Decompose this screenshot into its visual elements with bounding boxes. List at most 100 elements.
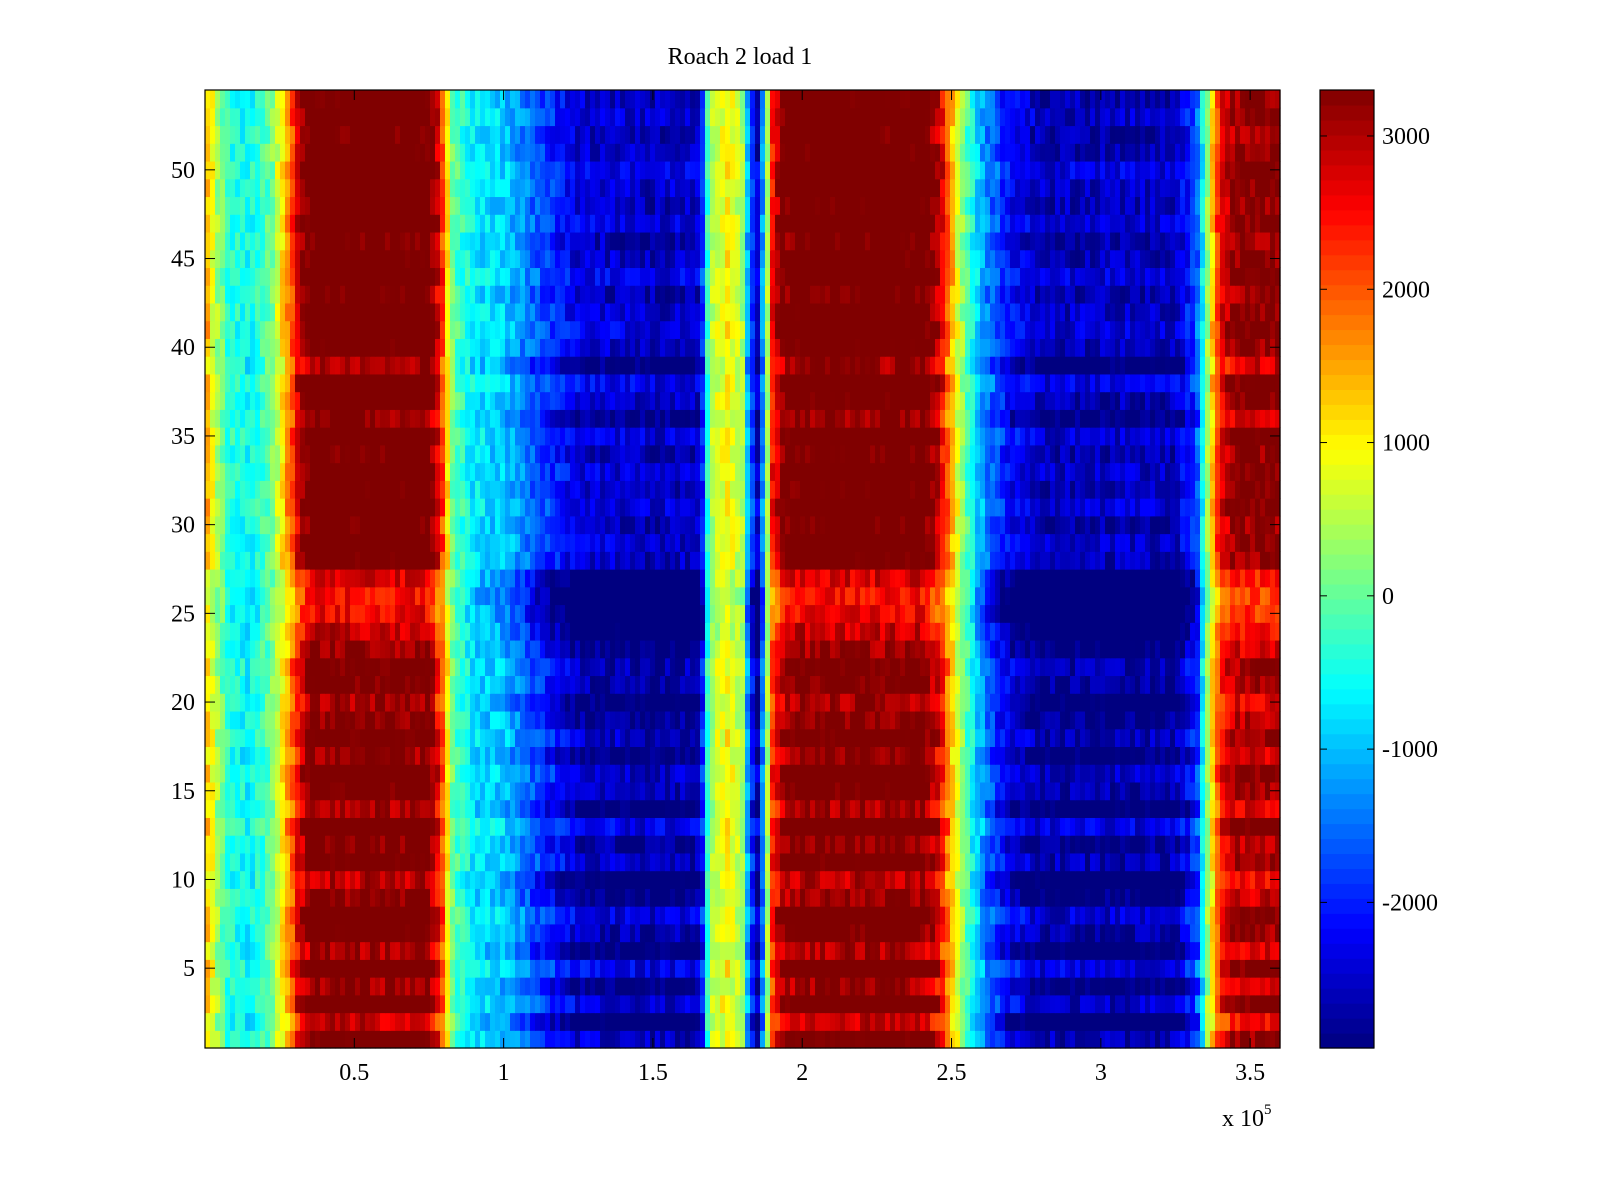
- heatmap-cell: [270, 923, 276, 943]
- heatmap-cell: [405, 835, 411, 854]
- heatmap-cell: [1020, 1012, 1026, 1031]
- heatmap-cell: [680, 835, 686, 854]
- heatmap-cell: [435, 817, 441, 836]
- heatmap-cell: [1000, 799, 1006, 818]
- heatmap-cell: [555, 764, 561, 783]
- heatmap-cell: [905, 1012, 911, 1031]
- heatmap-cell: [290, 923, 296, 943]
- heatmap-cell: [620, 781, 626, 801]
- heatmap-cell: [255, 710, 261, 730]
- heatmap-cell: [465, 906, 471, 925]
- heatmap-cell: [730, 923, 736, 943]
- heatmap-cell: [1260, 710, 1266, 730]
- heatmap-cell: [1095, 888, 1101, 907]
- heatmap-cell: [750, 977, 756, 996]
- heatmap-cell: [1090, 639, 1096, 659]
- heatmap-cell: [1235, 906, 1241, 925]
- heatmap-cell: [580, 639, 586, 659]
- heatmap-cell: [1175, 799, 1181, 818]
- heatmap-cell: [485, 977, 491, 996]
- heatmap-cell: [1085, 1012, 1091, 1031]
- heatmap-cell: [730, 888, 736, 907]
- heatmap-cell: [255, 906, 261, 925]
- heatmap-cell: [1110, 1012, 1116, 1031]
- heatmap-cell: [955, 870, 961, 889]
- heatmap-cell: [530, 657, 536, 677]
- heatmap-cell: [565, 870, 571, 889]
- heatmap-cell: [845, 977, 851, 996]
- heatmap-cell: [355, 941, 361, 960]
- heatmap-cell: [1230, 941, 1236, 960]
- heatmap-cell: [355, 1030, 361, 1049]
- heatmap-cell: [205, 1012, 211, 1031]
- heatmap-cell: [440, 977, 446, 996]
- heatmap-cell: [1090, 1012, 1096, 1031]
- heatmap-cell: [745, 941, 751, 960]
- heatmap-cell: [660, 799, 666, 818]
- heatmap-cell: [835, 746, 841, 765]
- heatmap-cell: [1135, 977, 1141, 996]
- heatmap-cell: [1135, 941, 1141, 960]
- heatmap-cell: [325, 622, 331, 641]
- heatmap-cell: [230, 888, 236, 907]
- heatmap-cell: [265, 710, 271, 730]
- heatmap-cell: [1150, 799, 1156, 818]
- heatmap-cell: [640, 764, 646, 783]
- heatmap-cell: [1245, 728, 1251, 748]
- heatmap-cell: [925, 746, 931, 765]
- heatmap-cell: [270, 799, 276, 818]
- heatmap-cell: [260, 1012, 266, 1031]
- heatmap-cell: [295, 622, 301, 641]
- heatmap-cell: [445, 764, 451, 783]
- heatmap-cell: [260, 657, 266, 677]
- heatmap-cell: [1100, 639, 1106, 659]
- heatmap-cell: [350, 959, 356, 978]
- heatmap-cell: [1095, 799, 1101, 818]
- heatmap-cell: [790, 1030, 796, 1049]
- heatmap-cell: [255, 693, 261, 712]
- heatmap-cell: [280, 870, 286, 889]
- heatmap-cell: [695, 852, 701, 872]
- heatmap-cell: [300, 1012, 306, 1031]
- heatmap-cell: [560, 781, 566, 801]
- heatmap-cell: [675, 1012, 681, 1031]
- heatmap-cell: [835, 799, 841, 818]
- heatmap-cell: [340, 941, 346, 960]
- heatmap-cell: [510, 693, 516, 712]
- heatmap-cell: [350, 728, 356, 748]
- heatmap-cell: [535, 923, 541, 943]
- heatmap-cell: [710, 639, 716, 659]
- heatmap-cell: [645, 799, 651, 818]
- heatmap-cell: [395, 888, 401, 907]
- heatmap-cell: [725, 728, 731, 748]
- heatmap-cell: [855, 746, 861, 765]
- heatmap-cell: [325, 799, 331, 818]
- heatmap-cell: [715, 1030, 721, 1049]
- heatmap-cell: [980, 835, 986, 854]
- heatmap-cell: [320, 977, 326, 996]
- heatmap-cell: [445, 746, 451, 765]
- heatmap-cell: [785, 675, 791, 694]
- heatmap-cell: [240, 923, 246, 943]
- heatmap-cell: [425, 710, 431, 730]
- heatmap-cell: [540, 888, 546, 907]
- heatmap-cell: [1250, 639, 1256, 659]
- heatmap-cell: [1075, 835, 1081, 854]
- heatmap-cell: [1190, 710, 1196, 730]
- heatmap-cell: [485, 657, 491, 677]
- heatmap-cell: [265, 639, 271, 659]
- heatmap-cell: [520, 959, 526, 978]
- heatmap-cell: [995, 835, 1001, 854]
- heatmap-cell: [1010, 710, 1016, 730]
- heatmap-cell: [530, 870, 536, 889]
- heatmap-cell: [620, 941, 626, 960]
- heatmap-cell: [1105, 923, 1111, 943]
- heatmap-cell: [1100, 693, 1106, 712]
- heatmap-cell: [1070, 870, 1076, 889]
- heatmap-cell: [645, 781, 651, 801]
- heatmap-cell: [795, 852, 801, 872]
- heatmap-cell: [635, 959, 641, 978]
- heatmap-cell: [510, 639, 516, 659]
- heatmap-cell: [355, 1012, 361, 1031]
- heatmap-cell: [710, 870, 716, 889]
